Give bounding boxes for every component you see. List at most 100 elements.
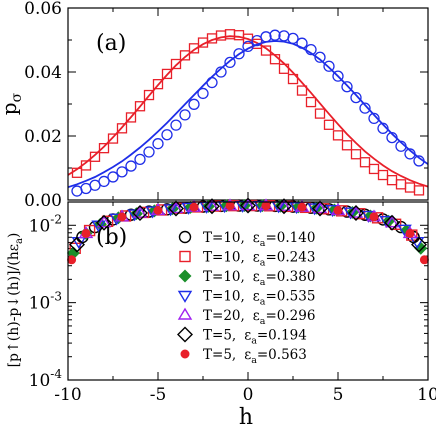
panel-a-point-circle: [152, 138, 164, 150]
panel-a-label: (a): [96, 31, 126, 56]
panel-b-xtick-label: 10: [417, 385, 436, 405]
panel-a-point-circle: [305, 43, 317, 56]
panel-a-point-circle: [107, 171, 119, 183]
legend-entry-temp: T=5,: [203, 328, 236, 344]
legend-entry-eps-sub: a: [251, 336, 257, 347]
panel-a-point-circle: [215, 66, 227, 78]
panel-a-point-circle: [134, 153, 146, 166]
panel-a-point-circle: [395, 140, 407, 152]
panel-b-point-6: [153, 205, 163, 215]
legend-entry-eps: ε: [253, 250, 260, 266]
panel-a-data-points: [71, 29, 425, 197]
legend-marker-1: [179, 250, 191, 263]
legend-entry-1: T=10, εa=0.243: [203, 250, 315, 269]
legend-entry-eps-sub: a: [260, 258, 266, 269]
legend-entry-eps: ε: [253, 289, 260, 305]
panel-a-point-circle: [314, 51, 326, 63]
panel-b-point-6: [117, 212, 127, 222]
legend-entry-value: =0.194: [257, 328, 307, 344]
panel-b-point-5: [348, 205, 364, 222]
legend-entry-6: T=5, εa=0.563: [203, 347, 307, 366]
panel-b-y-axis-label-sub: a: [14, 238, 25, 244]
panel-a-point-square: [341, 140, 353, 151]
panel-b-xtick-label: -10: [54, 385, 81, 405]
panel-a-y-axis-label-main: p: [0, 102, 21, 115]
legend-entry-eps-sub: a: [260, 238, 266, 249]
legend-entry-value: =0.140: [265, 230, 315, 246]
panel-a-ytick-label: 0.04: [24, 63, 62, 83]
panel-a-point-circle: [332, 70, 344, 82]
panel-a-point-square: [296, 85, 308, 96]
panel-a-point-circle: [377, 122, 389, 134]
panel-a-y-axis-label-sub: σ: [9, 92, 25, 102]
panel-a-point-square: [404, 182, 416, 193]
panel-a-point-square: [89, 151, 101, 162]
panel-a-point-circle: [143, 146, 155, 158]
legend-marker-0: [178, 230, 192, 244]
panel-a-point-circle: [242, 40, 254, 53]
panel-b-y-axis-label: [p↑(h)-p↓(h)]/(hεa): [6, 233, 25, 368]
panel-a-point-square: [116, 123, 128, 134]
legend-entry-temp: T=10,: [203, 230, 245, 246]
panel-b-point-4: [348, 205, 364, 218]
panel-a-point-square: [188, 43, 200, 54]
panel-b-ticks: 10-410-310-2-10 -5 0 5 10: [29, 201, 436, 405]
panel-b-xtick-label: -5: [150, 385, 167, 405]
legend-entry-eps: ε: [253, 230, 260, 246]
legend-marker-6: [180, 349, 190, 359]
legend-marker-4: [177, 307, 193, 320]
panel-a-point-square: [395, 179, 407, 190]
panel-a-point-square: [359, 157, 371, 168]
legend-entry-eps: ε: [253, 308, 260, 324]
panel-b-y-axis-label-main: [p↑(h)-p↓(h)]/(hε: [6, 244, 22, 367]
panel-b-point-3: [163, 204, 178, 217]
legend-entry-temp: T=10,: [203, 289, 245, 305]
panel-b-ytick-exponent: -4: [50, 367, 62, 381]
legend-marker-3: [177, 290, 193, 303]
panel-a-ytick-label: 0.06: [24, 0, 62, 19]
panel-b-point-5: [204, 198, 220, 215]
panel-b-point-4: [96, 215, 112, 228]
panel-a-point-square: [80, 160, 92, 171]
panel-a-point-square: [386, 175, 398, 186]
legend-entry-temp: T=20,: [203, 308, 245, 324]
panel-b-x-axis-label: h: [239, 405, 253, 430]
panel-a-point-circle: [287, 32, 299, 45]
panel-a-point-circle: [197, 87, 209, 100]
legend-marker-2: [178, 269, 192, 283]
panel-b-point-5: [96, 214, 112, 231]
panel-a-point-square: [143, 89, 155, 101]
panel-b-point-3: [343, 207, 358, 220]
panel-a-point-circle: [269, 29, 281, 41]
panel-b-data-points: [66, 197, 429, 265]
panel-a-fit-curve-1: [67, 40, 429, 189]
panel-b-point-6: [333, 205, 343, 215]
legend-entry-eps: ε: [244, 347, 251, 363]
panel-b-point-6: [297, 202, 307, 212]
panel-a-ytick-label: 0.02: [24, 127, 62, 147]
panel-a-point-circle: [161, 129, 173, 141]
panel-a-point-circle: [224, 56, 236, 69]
panel-b-point-4: [204, 198, 220, 211]
legend-entry-temp: T=10,: [203, 269, 245, 285]
panel-a-point-circle: [368, 112, 380, 125]
panel-b-point-5: [132, 205, 148, 222]
panel-b-point-5: [69, 236, 85, 253]
panel-b-point-6: [369, 212, 379, 222]
panel-a-point-square: [278, 63, 290, 74]
legend-entry-eps-sub: a: [260, 297, 266, 308]
legend-entry-value: =0.380: [265, 269, 315, 285]
panel-a-point-square: [323, 119, 335, 130]
panel-a-point-square: [125, 112, 137, 123]
legend-entry-eps: ε: [244, 328, 251, 344]
panel-b-point-6: [67, 255, 77, 265]
panel-b-point-6: [419, 255, 429, 265]
panel-b-ytick-label: 10-2: [29, 212, 62, 236]
legend-entry-2: T=10, εa=0.380: [203, 269, 315, 288]
panel-a-point-square: [98, 143, 110, 154]
panel-a-point-square: [350, 149, 362, 160]
legend-entry-eps: ε: [253, 269, 260, 285]
panel-a-point-circle: [98, 175, 110, 188]
